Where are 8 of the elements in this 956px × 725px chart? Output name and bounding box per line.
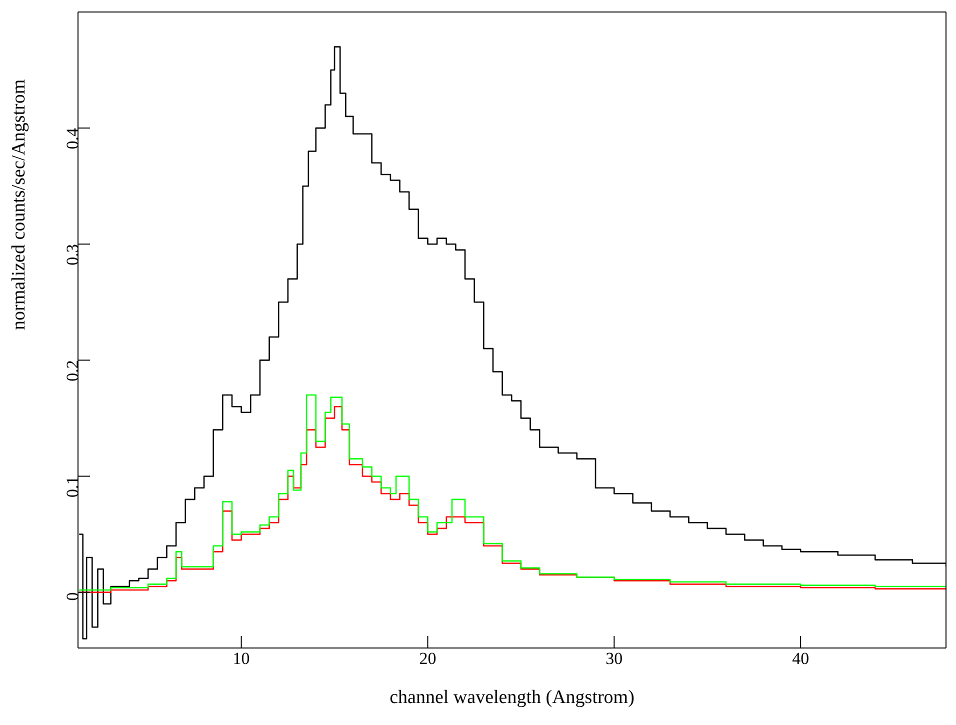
x-axis-title: channel wavelength (Angstrom) [390,687,634,708]
y-axis-title: normalized counts/sec/Angstrom [8,79,30,330]
y-tick-label: 0.4 [63,128,82,150]
x-tick-label: 20 [419,649,436,668]
x-tick-label: 10 [232,649,250,668]
x-tick-label: 40 [792,649,810,668]
x-tick-label: 30 [606,649,623,668]
y-tick-label: 0 [63,592,82,601]
